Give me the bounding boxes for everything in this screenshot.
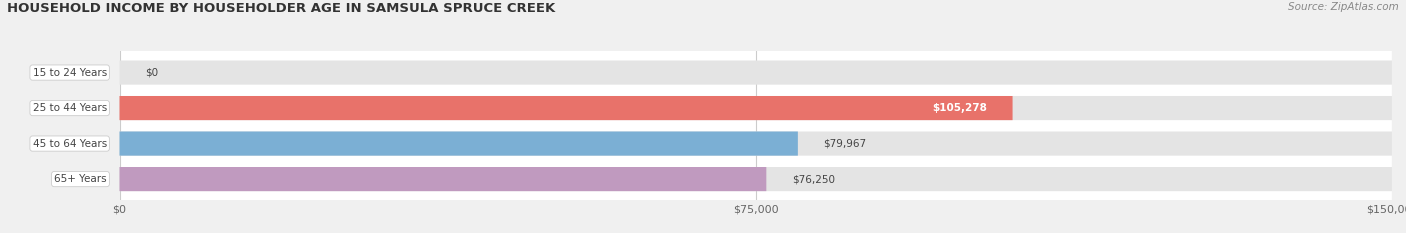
FancyBboxPatch shape xyxy=(120,131,797,156)
FancyBboxPatch shape xyxy=(120,96,1392,120)
Text: 45 to 64 Years: 45 to 64 Years xyxy=(32,139,107,149)
Text: 65+ Years: 65+ Years xyxy=(55,174,107,184)
Text: $0: $0 xyxy=(145,68,157,78)
Text: HOUSEHOLD INCOME BY HOUSEHOLDER AGE IN SAMSULA SPRUCE CREEK: HOUSEHOLD INCOME BY HOUSEHOLDER AGE IN S… xyxy=(7,2,555,15)
Text: $76,250: $76,250 xyxy=(792,174,835,184)
Text: 15 to 24 Years: 15 to 24 Years xyxy=(32,68,107,78)
FancyBboxPatch shape xyxy=(120,131,1392,156)
Text: 25 to 44 Years: 25 to 44 Years xyxy=(32,103,107,113)
FancyBboxPatch shape xyxy=(120,61,1392,85)
FancyBboxPatch shape xyxy=(120,167,766,191)
FancyBboxPatch shape xyxy=(120,96,1012,120)
Text: $105,278: $105,278 xyxy=(932,103,987,113)
Text: $79,967: $79,967 xyxy=(824,139,866,149)
Text: Source: ZipAtlas.com: Source: ZipAtlas.com xyxy=(1288,2,1399,12)
FancyBboxPatch shape xyxy=(120,167,1392,191)
